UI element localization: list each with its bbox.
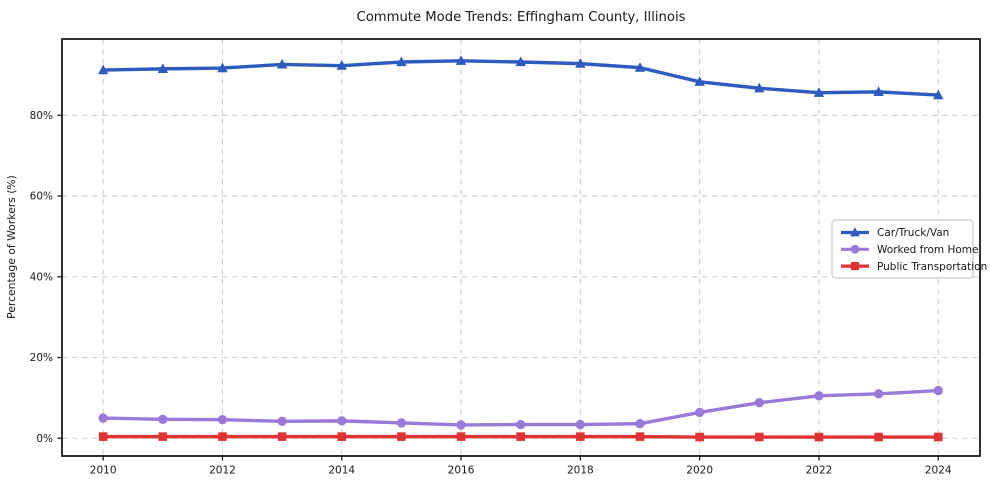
y-axis-label: Percentage of Workers (%) [5,175,18,319]
x-tick-label: 2022 [806,465,833,477]
y-tick-label: 60% [30,191,53,203]
x-tick-label: 2010 [90,465,117,477]
x-tick-label: 2012 [209,465,236,477]
triangle-marker [575,58,586,68]
axes [61,38,981,457]
legend-item-worked-from-home: Worked from Home [841,244,978,256]
y-tick-label: 20% [30,352,53,364]
square-marker [814,432,824,442]
chart-title: Commute Mode Trends: Effingham County, I… [356,10,685,25]
circle-marker [396,418,407,428]
triangle-marker [754,82,765,93]
circle-marker [933,385,943,396]
square-marker [98,432,108,441]
series-public-transportation [98,432,943,442]
x-tick-label: 2018 [567,465,594,477]
circle-marker [635,419,645,429]
tick-labels: 0% 20% 40% 60% 80% 2010 2012 2014 2016 2018 2020 20… [30,110,952,477]
x-tick-label: 2020 [686,465,713,477]
square-marker [576,432,585,441]
triangle-marker [276,58,288,69]
square-marker [695,432,704,442]
x-tick-label: 2024 [925,465,952,477]
square-marker [874,432,883,442]
circle-marker [814,391,824,401]
x-tick-label: 2014 [328,465,355,477]
circle-marker [456,420,466,430]
legend-label: Worked from Home [877,244,978,256]
triangle-marker [850,227,860,237]
legend-item-public-transportation: Public Transportation [841,261,987,273]
circle-marker [217,414,228,425]
series-line [101,388,940,427]
triangle-marker [694,76,705,86]
square-marker [755,432,764,442]
series-car-truck-van [97,55,944,100]
circle-marker [754,398,764,408]
square-marker [456,432,466,441]
legend-label: Public Transportation [877,261,987,273]
y-tick-label: 80% [30,110,53,122]
circle-marker [337,416,347,426]
triangle-marker [813,87,825,97]
triangle-marker [455,55,467,65]
circle-marker [277,416,287,426]
square-marker [158,432,168,441]
y-tick-label: 40% [30,271,53,283]
triangle-marker [97,64,109,75]
square-marker [850,262,860,271]
series-worked-from-home [98,385,943,430]
triangle-marker [933,89,944,100]
triangle-marker [515,56,526,67]
square-marker [635,432,645,441]
square-marker [277,432,287,441]
legend-box [831,219,974,279]
square-marker [516,432,525,441]
y-tick-label: 0% [36,433,53,445]
square-marker [218,432,227,441]
legend: Car/Truck/Van Worked from Home Public Tran… [831,219,987,279]
square-marker [397,432,406,441]
circle-marker [575,419,586,430]
triangle-marker [336,60,347,70]
circle-marker [158,414,168,424]
triangle-marker [873,86,884,97]
tick-marks [57,114,939,461]
circle-marker [98,413,108,423]
triangle-marker [217,62,228,73]
triangle-marker [396,56,407,67]
square-marker [933,432,943,442]
triangle-marker [634,62,646,72]
circle-marker [873,389,884,399]
legend-item-car-truck-van: Car/Truck/Van [841,227,949,239]
plot-border [61,38,981,457]
square-marker [337,432,347,441]
circle-marker [516,419,526,430]
legend-label: Car/Truck/Van [877,227,949,239]
circle-marker [694,407,705,418]
triangle-marker [157,63,169,73]
circle-marker [850,244,860,254]
x-tick-label: 2016 [448,465,475,477]
